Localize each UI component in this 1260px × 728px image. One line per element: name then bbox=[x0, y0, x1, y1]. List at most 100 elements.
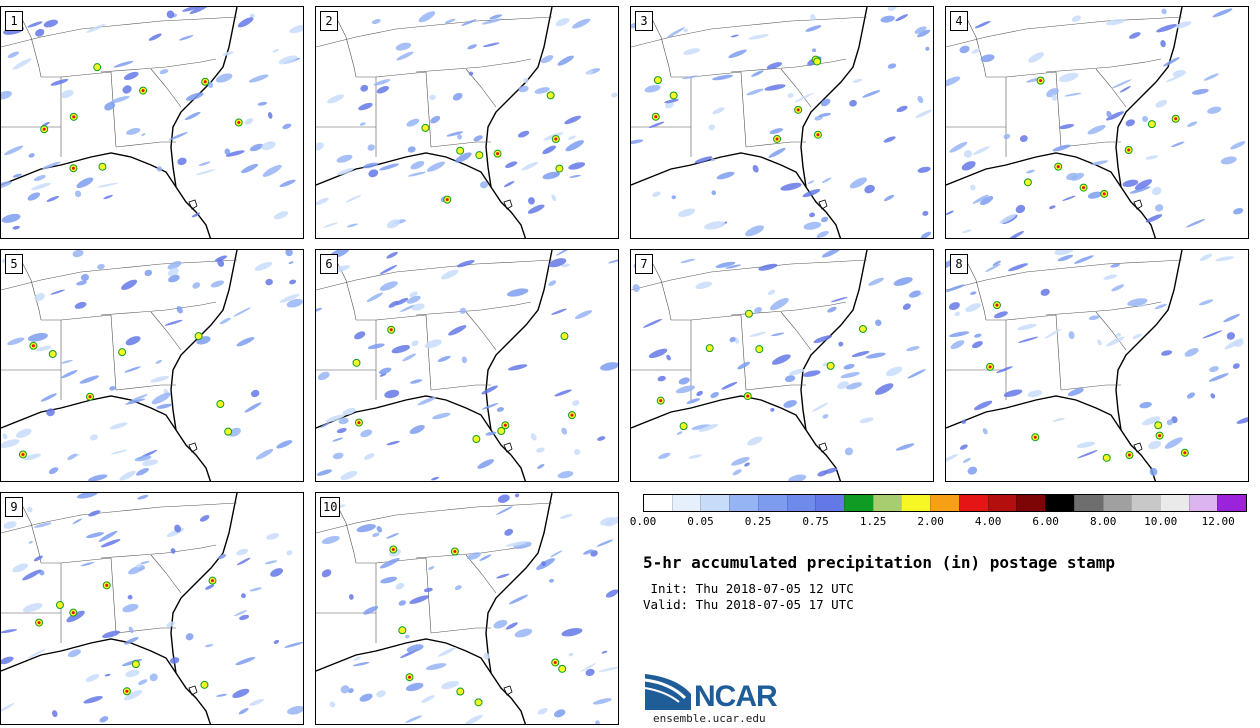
member-panel[interactable]: 5 bbox=[0, 249, 304, 482]
state-border bbox=[1055, 314, 1062, 391]
precip-area bbox=[574, 310, 593, 319]
coastline bbox=[800, 7, 868, 188]
precip-cell bbox=[1154, 421, 1163, 430]
precip-area bbox=[144, 269, 153, 277]
precip-area bbox=[678, 208, 696, 217]
precip-area bbox=[537, 463, 545, 469]
precip-area bbox=[177, 157, 187, 166]
precip-area bbox=[363, 453, 375, 460]
member-panel[interactable]: 1 bbox=[0, 6, 304, 239]
precip-area bbox=[86, 23, 106, 33]
state-border bbox=[745, 384, 806, 391]
colorbar-tick-label: 8.00 bbox=[1089, 515, 1117, 528]
precip-area bbox=[76, 280, 87, 286]
precip-map bbox=[1, 250, 303, 481]
precip-area bbox=[568, 652, 574, 657]
precip-area bbox=[46, 408, 55, 417]
precip-area bbox=[950, 340, 965, 350]
state-border bbox=[1045, 58, 1162, 73]
precip-area bbox=[561, 427, 568, 435]
precip-area bbox=[122, 85, 132, 94]
precip-core bbox=[1183, 451, 1187, 455]
colorbar-swatch bbox=[1159, 495, 1189, 511]
precip-core bbox=[31, 344, 35, 348]
precip-cell bbox=[1147, 120, 1156, 129]
precip-area bbox=[822, 250, 841, 258]
precip-area bbox=[549, 578, 554, 583]
member-panel[interactable]: 7 bbox=[630, 249, 934, 482]
precip-area bbox=[166, 621, 175, 628]
precip-map bbox=[631, 250, 926, 481]
precip-area bbox=[176, 306, 183, 314]
member-panel[interactable]: 8 bbox=[945, 249, 1249, 482]
precip-area bbox=[1220, 156, 1237, 165]
precip-area bbox=[481, 18, 503, 25]
state-border bbox=[100, 544, 217, 559]
precip-area bbox=[217, 259, 225, 267]
precip-area bbox=[156, 403, 172, 409]
member-number-label: 1 bbox=[5, 11, 23, 31]
precip-area bbox=[103, 194, 113, 200]
precip-area bbox=[523, 77, 529, 84]
precip-area bbox=[404, 634, 410, 639]
precip-area bbox=[691, 424, 711, 430]
precip-cell bbox=[1102, 453, 1111, 462]
member-panel[interactable]: 3 bbox=[630, 6, 934, 239]
state-border bbox=[100, 301, 217, 316]
colorbar-tick-label: 0.00 bbox=[629, 515, 657, 528]
state-border bbox=[150, 554, 182, 594]
precip-area bbox=[224, 148, 231, 155]
precip-area bbox=[33, 522, 52, 528]
precip-area bbox=[282, 123, 292, 130]
state-border bbox=[780, 68, 812, 108]
precip-area bbox=[255, 448, 274, 460]
precip-area bbox=[340, 470, 358, 480]
precip-area bbox=[184, 111, 201, 121]
precip-area bbox=[35, 345, 52, 352]
member-panel[interactable]: 6 bbox=[315, 249, 619, 482]
state-border bbox=[740, 71, 747, 148]
precip-area bbox=[569, 174, 581, 178]
precip-area bbox=[72, 250, 84, 258]
precip-area bbox=[74, 190, 82, 198]
precip-area bbox=[432, 412, 451, 420]
precip-area bbox=[972, 194, 989, 204]
precip-area bbox=[337, 167, 354, 176]
precip-cell bbox=[475, 151, 484, 160]
precip-area bbox=[80, 561, 95, 567]
precip-area bbox=[820, 98, 831, 107]
precip-area bbox=[1207, 106, 1222, 114]
precip-cell bbox=[456, 146, 465, 155]
precip-area bbox=[644, 84, 661, 93]
state-border bbox=[1, 16, 238, 48]
member-panel[interactable]: 4 bbox=[945, 6, 1249, 239]
precip-area bbox=[72, 518, 83, 525]
precip-area bbox=[360, 429, 373, 438]
precip-area bbox=[505, 622, 518, 630]
precip-area bbox=[671, 195, 677, 200]
precip-area bbox=[251, 389, 260, 398]
precip-area bbox=[42, 161, 61, 170]
precip-area bbox=[568, 135, 576, 141]
precip-cell bbox=[98, 162, 107, 171]
precip-area bbox=[1198, 299, 1214, 306]
precip-area bbox=[1184, 347, 1199, 357]
lake-outline bbox=[1133, 199, 1143, 210]
state-border bbox=[335, 502, 357, 564]
precip-area bbox=[1230, 141, 1246, 150]
precip-cell bbox=[352, 358, 361, 367]
precip-area bbox=[729, 336, 736, 343]
precip-area bbox=[514, 628, 533, 638]
member-panel[interactable]: 2 bbox=[315, 6, 619, 239]
member-panel[interactable]: 10 bbox=[315, 492, 619, 725]
precip-area bbox=[680, 258, 696, 263]
precip-area bbox=[1, 439, 20, 448]
precip-area bbox=[1007, 230, 1024, 238]
member-panel[interactable]: 9 bbox=[0, 492, 304, 725]
precip-area bbox=[821, 216, 829, 223]
precip-area bbox=[505, 161, 518, 168]
precip-area bbox=[507, 364, 528, 371]
precip-area bbox=[961, 161, 976, 171]
precip-core bbox=[105, 583, 109, 587]
precip-area bbox=[534, 87, 550, 94]
